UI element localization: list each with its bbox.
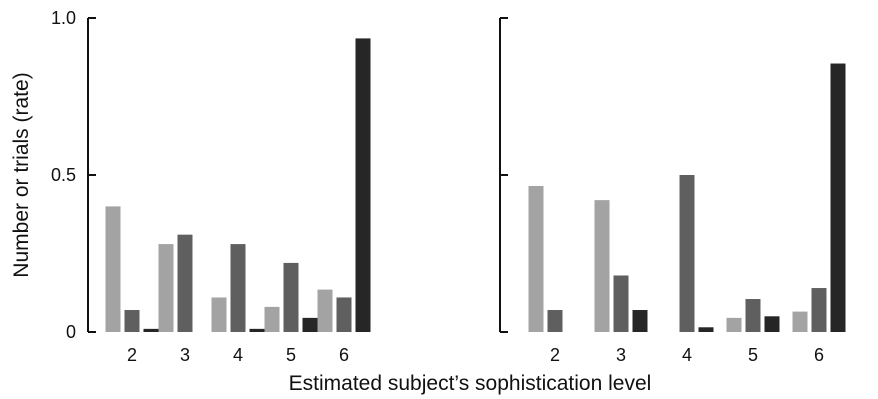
y-tick-label: 1.0: [51, 8, 76, 28]
bar-cat3-series1: [594, 200, 610, 332]
bar-cat5-series3: [764, 316, 780, 332]
x-tick-label: 5: [286, 345, 296, 365]
bar-cat3-series1: [158, 244, 174, 332]
bar-cat5-series3: [302, 317, 318, 332]
bar-cat5-series1: [264, 306, 280, 332]
bar-cat2-series1: [528, 185, 544, 332]
bar-cat6-series3: [355, 38, 371, 332]
bar-cat6-series1: [792, 311, 808, 332]
y-tick-label: 0.5: [51, 165, 76, 185]
bar-cat4-series3: [698, 327, 714, 332]
bar-cat4-series2: [679, 175, 695, 332]
x-tick-label: 6: [814, 345, 824, 365]
panel-2: 2 3 4 5 6: [499, 17, 846, 365]
x-tick-label: 3: [616, 345, 626, 365]
bar-cat3-series2: [177, 234, 193, 332]
x-tick-label: 4: [682, 345, 692, 365]
x-tick-label: 4: [233, 345, 243, 365]
bar-cat5-series1: [726, 317, 742, 332]
x-tick-label: 5: [748, 345, 758, 365]
bar-cat5-series2: [283, 262, 299, 332]
y-tick-label: 0: [66, 322, 76, 342]
bar-cat4-series3: [249, 328, 265, 332]
bar-cat3-series2: [613, 275, 629, 332]
x-tick-label: 6: [339, 345, 349, 365]
bar-cat4-series1: [211, 297, 227, 332]
y-axis-label: Number or trials (rate): [10, 72, 33, 277]
bar-cat6-series1: [317, 289, 333, 332]
bar-cat2-series1: [105, 206, 121, 332]
panel-1: 0 0.5 1.0 2 3 4 5 6: [51, 8, 371, 365]
bar-cat6-series3: [830, 63, 846, 332]
x-tick-label: 2: [550, 345, 560, 365]
bar-cat5-series2: [745, 299, 761, 332]
bar-cat4-series2: [230, 244, 246, 332]
bar-cat2-series2: [547, 310, 563, 332]
bar-cat3-series3: [632, 310, 648, 332]
bar-cat6-series2: [811, 288, 827, 332]
bar-cat6-series2: [336, 297, 352, 332]
x-tick-label: 3: [180, 345, 190, 365]
chart-panels: 0 0.5 1.0 2 3 4 5 6 2 3 4 5 6: [51, 8, 846, 365]
bar-cat2-series2: [124, 310, 140, 332]
x-axis-label: Estimated subject’s sophistication level: [289, 372, 652, 395]
bar-cat2-series3: [143, 328, 159, 332]
x-tick-label: 2: [127, 345, 137, 365]
